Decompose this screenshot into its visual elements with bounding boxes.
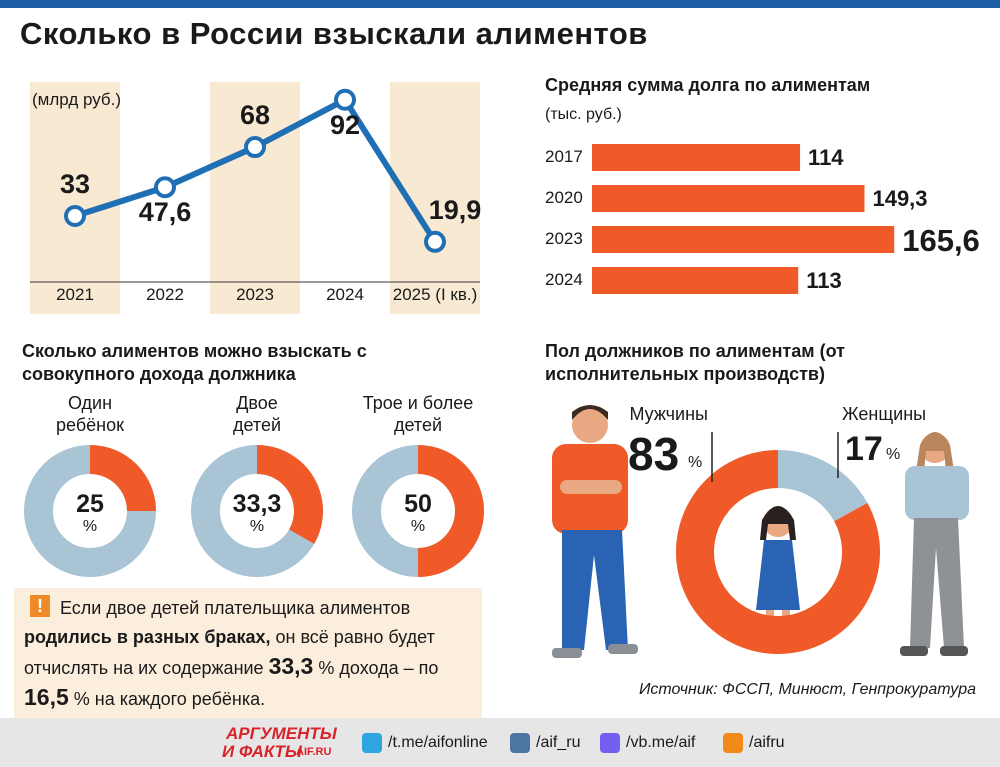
value-label: 149,3 [872,186,928,211]
top-band [0,0,1000,8]
unit-label: % [886,446,901,463]
value-label: 50 [404,490,432,518]
value-label: 19,9 [428,194,482,225]
value-label: 68 [239,100,271,131]
value-label: 113 [806,268,842,293]
woman-illustration [900,432,969,656]
point [154,176,176,199]
point [64,204,86,227]
y-tick-label: 2024 [545,270,583,289]
bar [592,185,865,212]
value-label: 165,6 [902,223,980,258]
bar [592,144,801,171]
chart-title: Средняя сумма долга по алиментам [545,75,871,95]
value-label: 83 [628,428,680,480]
note-unit: % [73,689,90,709]
value-label: 47,6 [138,197,192,228]
note-bold: родились в разных браках, [24,627,271,647]
link-text: /aif_ru [536,734,581,751]
x-tick-label: 2024 [326,285,364,304]
link-text: /t.me/aifonline [388,734,488,751]
donut-label: Двое детей [232,393,282,435]
donut-segment [418,445,484,577]
note-text: на каждого ребёнка. [89,689,266,709]
chart-title: Сколько алиментов можно взыскать с совок… [22,341,367,384]
y-tick-label: 2017 [545,147,583,166]
logo-bottom: И ФАКТЫ [222,742,302,761]
logo-top: АРГУМЕНТЫ [226,724,337,743]
value-label: 33,3 [232,490,282,518]
x-tick-label: 2022 [146,285,184,304]
unit-label: (тыс. руб.) [545,106,622,123]
note: ! Если двое детей плательщика алиментов р… [14,588,482,718]
column-band [30,82,120,314]
footer: АРГУМЕНТЫ И ФАКТЫ AIF.RU /t.me/aifonline… [0,718,1000,767]
unit-label: % [688,454,703,471]
footer-link[interactable]: /aifru [723,733,785,753]
point [244,136,266,159]
column-band [210,82,300,314]
bar [592,226,895,253]
note-text: дохода – по [334,658,439,678]
value-label: 25 [76,490,104,518]
value-label: 114 [808,145,844,170]
donut-label: Один ребёнок [56,393,124,435]
note-number: 16,5 [24,684,69,710]
unit-label: % [410,518,426,535]
point [334,88,356,111]
main-title: Сколько в России взыскали алиментов [20,16,648,51]
value-label: 92 [329,109,361,140]
donut-segment [90,445,156,511]
source: Источник: ФССП, Минюст, Генпрокуратура [638,681,976,698]
value-label: 33 [59,168,91,199]
unit-label: (млрд руб.) [32,90,122,109]
link-text: /aifru [749,734,785,751]
donut-label: Трое и более детей [362,393,474,435]
pie-segment [676,450,881,655]
unit-label: % [249,518,265,535]
category-label: Мужчины [629,404,708,424]
footer-link[interactable]: /t.me/aifonline [362,733,488,753]
x-tick-label: 2025 (I кв.) [392,285,478,304]
note-unit: % [318,658,335,678]
footer-link[interactable]: /aif_ru [510,733,580,753]
chart-title: Пол должников по алиментам (от исполните… [545,341,845,384]
unit-label: % [82,518,98,535]
y-tick-label: 2020 [545,188,583,207]
footer-link[interactable]: /vb.me/aif [600,733,695,753]
y-tick-label: 2023 [545,229,583,248]
note-text: он всё равно будет отчислять на их содер… [24,627,435,678]
pie-segment [778,450,868,522]
man-illustration [552,405,638,658]
category-label: Женщины [842,404,927,424]
x-tick-label: 2021 [56,285,94,304]
point [424,230,446,253]
link-text: /vb.me/aif [626,734,696,751]
x-tick-label: 2023 [236,285,274,304]
logo-site: AIF.RU [296,746,332,758]
note-icon: ! [30,595,50,617]
bar [592,267,799,294]
value-label: 17 [845,430,883,468]
donut-segment [257,445,323,544]
note-number: 33,3 [268,653,314,679]
note-text: Если двое детей плательщика алиментов [60,598,411,618]
